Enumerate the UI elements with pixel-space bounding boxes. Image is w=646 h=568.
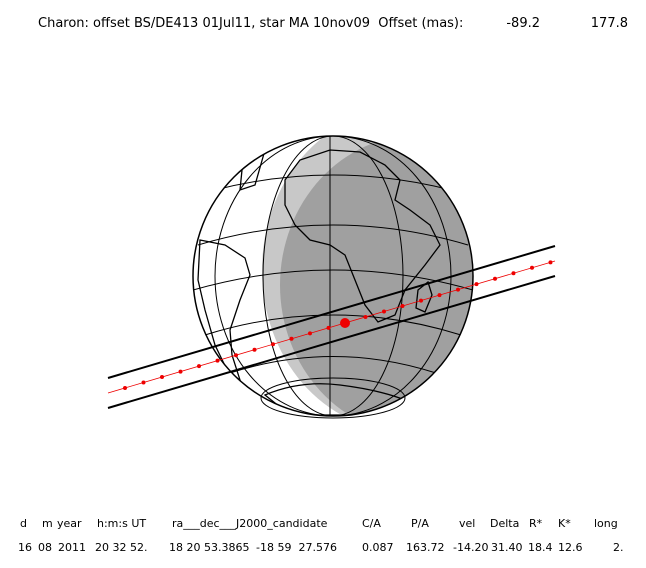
table-cell: 0.087 bbox=[362, 541, 394, 554]
centerline-point bbox=[511, 271, 516, 276]
shadow-path bbox=[107, 245, 556, 409]
offset-y: 177.8 bbox=[591, 16, 628, 31]
centerline-point bbox=[178, 369, 183, 374]
centerline-point bbox=[141, 380, 146, 385]
table-header: h:m:s UT bbox=[97, 517, 146, 530]
path-limit-north bbox=[107, 245, 556, 379]
centerline-point bbox=[123, 385, 127, 390]
table-cell: 31.40 bbox=[491, 541, 523, 554]
table-header: C/A bbox=[362, 517, 381, 530]
centerline-point bbox=[493, 276, 497, 281]
offset-x: -89.2 bbox=[506, 16, 540, 31]
table-cell: 18 20 53.3865 bbox=[169, 541, 249, 554]
centerline-point bbox=[326, 325, 331, 330]
centerline-point bbox=[530, 265, 534, 270]
centerline-point bbox=[289, 336, 294, 341]
table-cell: 20 32 52. bbox=[95, 541, 147, 554]
table-cell: 2011 bbox=[58, 541, 86, 554]
polar-circle bbox=[260, 377, 406, 419]
table-cell: 163.72 bbox=[406, 541, 445, 554]
centerline-point bbox=[382, 309, 386, 314]
table-header: P/A bbox=[411, 517, 429, 530]
table-cell: -18 59 27.576 bbox=[256, 541, 337, 554]
centerline-point bbox=[474, 282, 479, 287]
table-header: Delta bbox=[490, 517, 519, 530]
centerline-point bbox=[215, 358, 220, 363]
table-cell: 08 bbox=[38, 541, 52, 554]
centerline-point bbox=[363, 314, 368, 319]
circumstances-table: d m year h:m:s UT ra___dec___J2000_candi… bbox=[18, 517, 624, 554]
table-header: R* bbox=[529, 517, 543, 530]
table-header: year bbox=[57, 517, 82, 530]
table-cell: 2. bbox=[613, 541, 624, 554]
centerline-point bbox=[437, 293, 442, 298]
table-header: vel bbox=[459, 517, 475, 530]
table-header: d bbox=[20, 517, 27, 530]
title: Charon: offset BS/DE413 01Jul11, star MA… bbox=[38, 16, 463, 31]
centerline-point bbox=[197, 364, 201, 369]
centerline-point bbox=[548, 260, 553, 265]
table-header: K* bbox=[558, 517, 571, 530]
south-america bbox=[197, 239, 251, 382]
night-zone bbox=[280, 136, 473, 416]
table-header: ra___dec___J2000_candidate bbox=[172, 517, 328, 530]
globe-outline bbox=[192, 135, 474, 417]
table-cell: 16 bbox=[18, 541, 32, 554]
centerline bbox=[107, 260, 556, 394]
centerline-point bbox=[400, 304, 405, 309]
table-cell: 18.4 bbox=[528, 541, 553, 554]
centerline-point bbox=[308, 331, 312, 336]
centerline-point bbox=[419, 298, 423, 303]
path-limit-south bbox=[107, 275, 556, 409]
centerline-point bbox=[160, 375, 164, 380]
centerline-point bbox=[456, 287, 460, 292]
centerline-point bbox=[252, 347, 257, 352]
africa bbox=[284, 149, 441, 323]
table-header: long bbox=[594, 517, 618, 530]
centerline-point bbox=[234, 353, 238, 358]
centerline-point bbox=[271, 342, 275, 347]
closest-approach bbox=[340, 318, 350, 328]
table-header: m bbox=[42, 517, 53, 530]
table-cell: -14.20 bbox=[453, 541, 488, 554]
centerline-points bbox=[123, 260, 553, 390]
table-cell: 12.6 bbox=[558, 541, 583, 554]
